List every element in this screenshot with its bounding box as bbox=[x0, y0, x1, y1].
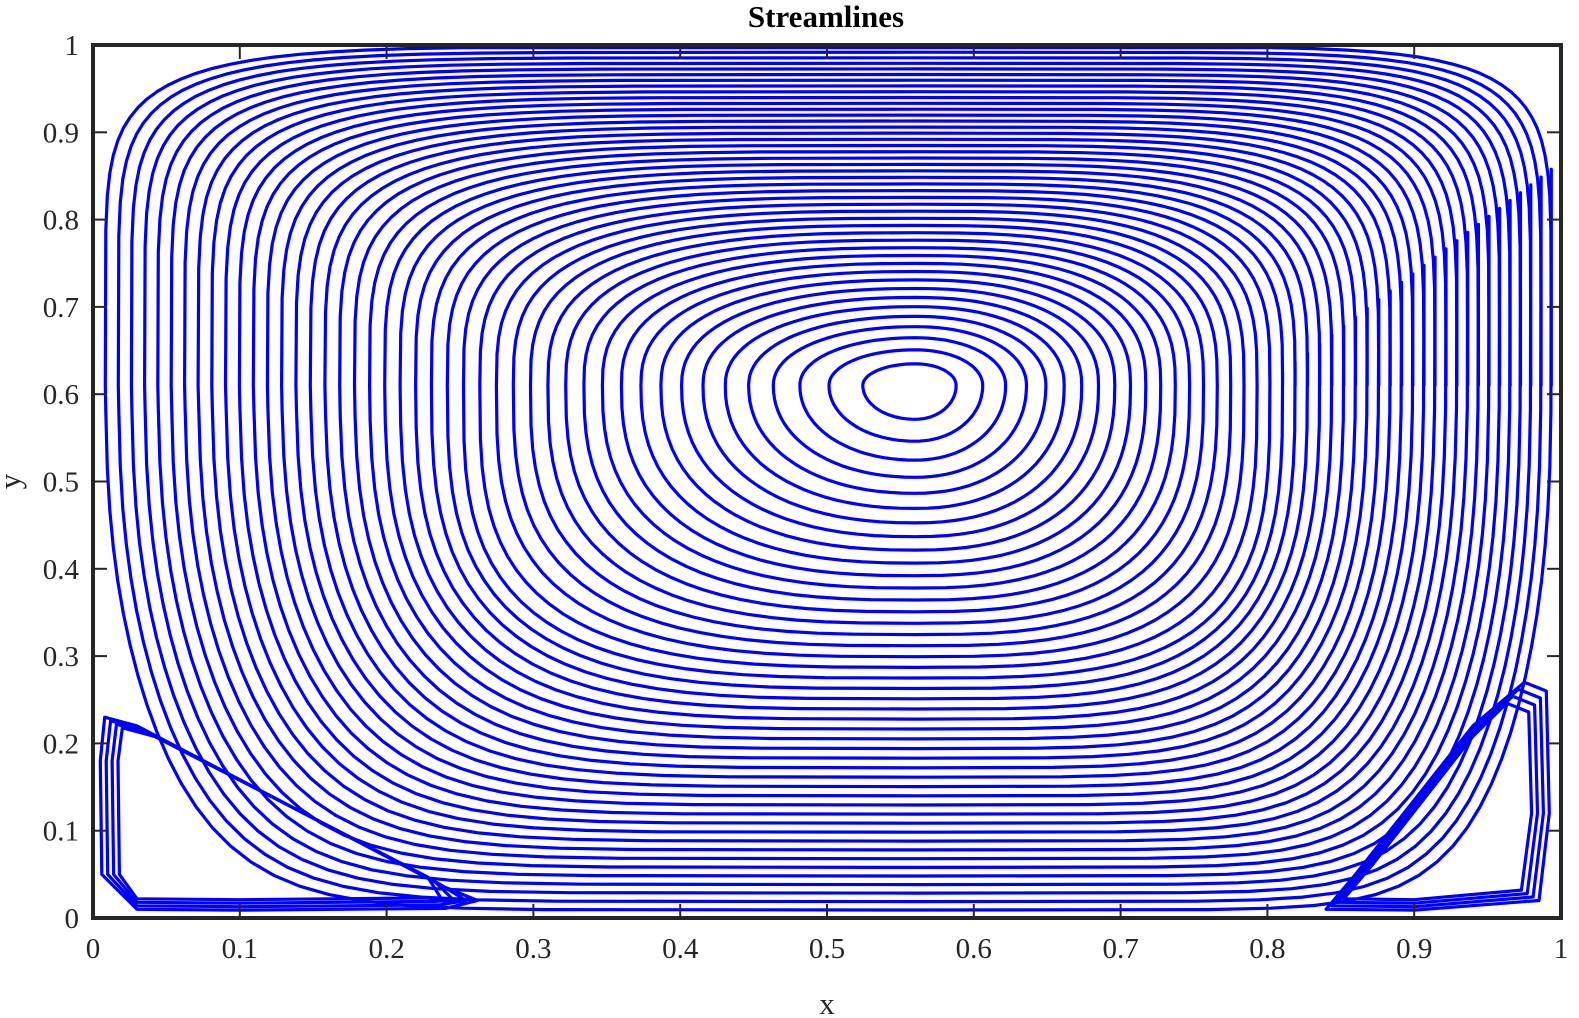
y-tick-label: 0.5 bbox=[43, 467, 79, 499]
primary-vortex-streamline bbox=[639, 269, 1133, 565]
primary-vortex-streamline bbox=[659, 278, 1117, 552]
y-tick-label: 0.2 bbox=[43, 728, 79, 760]
x-axis-title: x bbox=[819, 986, 835, 1018]
y-tick-label: 1 bbox=[65, 30, 80, 62]
x-tick-label: 0.2 bbox=[368, 933, 404, 965]
primary-vortex-streamline bbox=[265, 113, 1426, 807]
primary-vortex-streamline bbox=[771, 325, 1029, 479]
primary-vortex-streamline bbox=[183, 78, 1491, 861]
primary-vortex-streamline bbox=[338, 143, 1369, 760]
y-tick-label: 0.3 bbox=[43, 641, 79, 673]
primary-vortex-streamline bbox=[528, 223, 1219, 637]
primary-vortex-streamline bbox=[461, 195, 1272, 680]
primary-vortex-streamline bbox=[352, 150, 1358, 751]
x-tick-label: 0.5 bbox=[809, 933, 845, 965]
x-tick-label: 0.1 bbox=[222, 933, 258, 965]
primary-vortex-streamline bbox=[478, 202, 1259, 669]
primary-vortex-streamline bbox=[511, 216, 1233, 648]
primary-vortex-streamline bbox=[701, 295, 1084, 525]
y-tick-label: 0.6 bbox=[43, 379, 79, 411]
primary-vortex-streamline bbox=[169, 72, 1502, 869]
x-tick-label: 0.7 bbox=[1102, 933, 1138, 965]
primary-vortex-streamline bbox=[827, 348, 985, 443]
x-tick-label: 0.8 bbox=[1249, 933, 1285, 965]
primary-vortex-streamline bbox=[723, 305, 1066, 510]
primary-vortex-streamline bbox=[582, 246, 1177, 602]
primary-vortex-streamline bbox=[251, 107, 1437, 816]
primary-vortex-streamline bbox=[237, 101, 1448, 825]
primary-vortex-streamline bbox=[143, 61, 1523, 887]
primary-vortex-streamline bbox=[323, 137, 1381, 770]
y-axis-ticks: 0 0.1 0.2 0.3 0.4 0.5 0.6 0.7 0.8 0.9 1 bbox=[43, 30, 1561, 935]
primary-vortex-streamline bbox=[294, 125, 1404, 789]
primary-vortex-streamline bbox=[546, 231, 1206, 625]
y-tick-label: 0.7 bbox=[43, 292, 79, 324]
secondary-vortex-bottom-right bbox=[1342, 701, 1534, 902]
x-tick-label: 0.6 bbox=[956, 933, 992, 965]
primary-vortex-streamline bbox=[861, 362, 958, 421]
primary-vortex-streamline bbox=[414, 175, 1310, 711]
primary-vortex-streamline bbox=[383, 162, 1334, 731]
secondary-vortex-bottom-right bbox=[1324, 680, 1551, 912]
x-tick-label: 1 bbox=[1554, 933, 1569, 965]
primary-vortex-streamline bbox=[798, 336, 1008, 462]
primary-vortex-streamline bbox=[600, 253, 1163, 590]
secondary-vortex-bottom-left bbox=[104, 719, 468, 909]
primary-vortex-streamline bbox=[116, 50, 1543, 904]
primary-vortex-streamline bbox=[129, 56, 1533, 895]
y-tick-label: 0.9 bbox=[43, 117, 79, 149]
x-tick-label: 0 bbox=[86, 933, 101, 965]
y-tick-label: 0 bbox=[65, 903, 80, 935]
primary-vortex-streamline bbox=[680, 286, 1101, 539]
secondary-vortex-bottom-left bbox=[98, 715, 480, 912]
primary-vortex-streamline bbox=[196, 84, 1480, 852]
secondary-vortex-bottom-right bbox=[1336, 694, 1540, 905]
plot-frame bbox=[91, 43, 1563, 920]
x-tick-label: 0.9 bbox=[1396, 933, 1432, 965]
primary-vortex-streamline bbox=[398, 169, 1322, 721]
primary-vortex-streamline bbox=[494, 209, 1246, 659]
primary-vortex-streamline bbox=[747, 314, 1048, 495]
secondary-vortex-bottom-left bbox=[116, 726, 444, 903]
y-axis-title: y bbox=[0, 473, 27, 489]
primary-vortex-streamline bbox=[564, 238, 1192, 614]
primary-vortex-streamline bbox=[619, 261, 1148, 578]
y-tick-label: 0.4 bbox=[43, 554, 80, 586]
primary-vortex-streamline bbox=[429, 182, 1297, 701]
secondary-vortex-bottom-right bbox=[1330, 687, 1545, 909]
y-tick-label: 0.1 bbox=[43, 816, 79, 848]
primary-vortex-streamline bbox=[368, 156, 1346, 741]
x-tick-label: 0.4 bbox=[662, 933, 699, 965]
streamline-contours bbox=[98, 46, 1553, 912]
primary-vortex-streamline bbox=[210, 90, 1470, 843]
primary-vortex-streamline bbox=[103, 46, 1553, 912]
x-tick-label: 0.3 bbox=[515, 933, 551, 965]
chart-title: Streamlines bbox=[748, 0, 904, 34]
primary-vortex-streamline bbox=[223, 95, 1459, 834]
primary-vortex-streamline bbox=[445, 189, 1285, 691]
primary-vortex-streamline bbox=[308, 131, 1392, 779]
x-axis-ticks: 0 0.1 0.2 0.3 0.4 0.5 0.6 0.7 0.8 0.9 1 bbox=[86, 45, 1569, 965]
primary-vortex-streamline bbox=[280, 119, 1415, 798]
y-tick-label: 0.8 bbox=[43, 205, 79, 237]
